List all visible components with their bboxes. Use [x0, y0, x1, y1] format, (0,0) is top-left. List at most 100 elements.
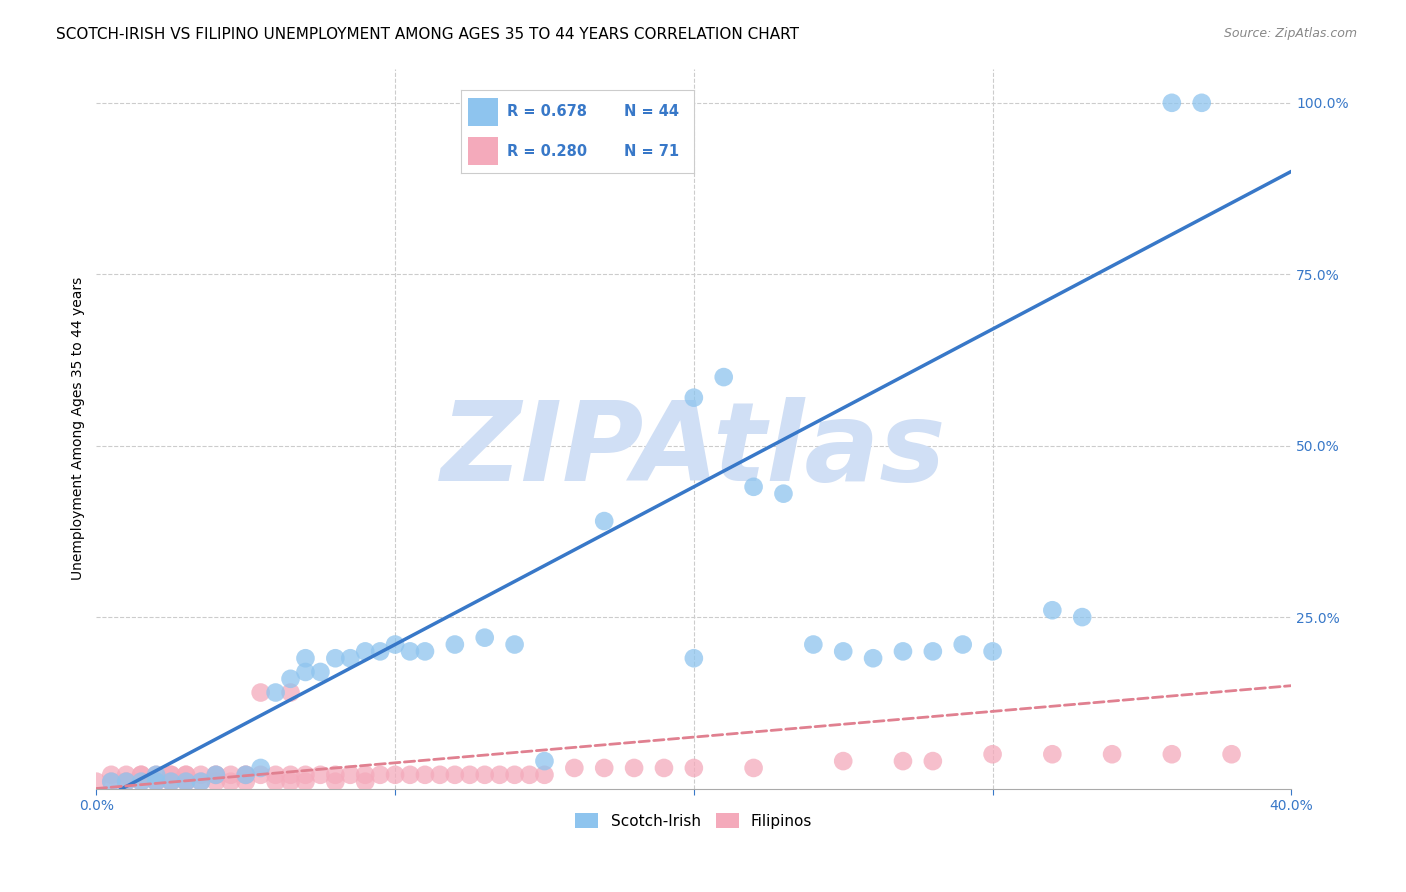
Point — [280, 685, 302, 699]
Point — [682, 391, 704, 405]
Point — [503, 768, 526, 782]
Point — [249, 761, 271, 775]
Point — [294, 651, 316, 665]
Point — [1160, 95, 1182, 110]
Point — [190, 774, 212, 789]
Point — [862, 651, 884, 665]
Point — [160, 768, 183, 782]
Point — [86, 774, 108, 789]
Point — [519, 768, 541, 782]
Point — [444, 638, 467, 652]
Point — [294, 768, 316, 782]
Point — [339, 651, 361, 665]
Point — [623, 761, 645, 775]
Point — [1040, 747, 1063, 762]
Point — [219, 768, 242, 782]
Point — [309, 768, 332, 782]
Point — [219, 774, 242, 789]
Point — [145, 774, 167, 789]
Point — [593, 514, 616, 528]
Point — [384, 638, 406, 652]
Point — [129, 768, 152, 782]
Point — [368, 768, 391, 782]
Legend: Scotch-Irish, Filipinos: Scotch-Irish, Filipinos — [569, 806, 818, 835]
Point — [503, 638, 526, 652]
Point — [652, 761, 675, 775]
Point — [115, 774, 138, 789]
Point — [429, 768, 451, 782]
Point — [713, 370, 735, 384]
Point — [205, 768, 228, 782]
Text: SCOTCH-IRISH VS FILIPINO UNEMPLOYMENT AMONG AGES 35 TO 44 YEARS CORRELATION CHAR: SCOTCH-IRISH VS FILIPINO UNEMPLOYMENT AM… — [56, 27, 799, 42]
Point — [742, 480, 765, 494]
Point — [533, 754, 555, 768]
Point — [205, 774, 228, 789]
Point — [354, 768, 377, 782]
Point — [174, 768, 197, 782]
Point — [294, 774, 316, 789]
Point — [981, 747, 1004, 762]
Point — [264, 774, 287, 789]
Point — [235, 774, 257, 789]
Point — [160, 774, 183, 789]
Point — [115, 768, 138, 782]
Point — [115, 774, 138, 789]
Point — [1220, 747, 1243, 762]
Point — [100, 774, 122, 789]
Point — [891, 644, 914, 658]
Point — [801, 638, 824, 652]
Point — [891, 754, 914, 768]
Point — [205, 768, 228, 782]
Point — [280, 768, 302, 782]
Point — [354, 774, 377, 789]
Point — [533, 768, 555, 782]
Point — [832, 754, 855, 768]
Point — [1040, 603, 1063, 617]
Point — [190, 774, 212, 789]
Point — [325, 768, 347, 782]
Point — [474, 631, 496, 645]
Point — [280, 774, 302, 789]
Point — [235, 768, 257, 782]
Point — [145, 774, 167, 789]
Point — [458, 768, 481, 782]
Point — [160, 768, 183, 782]
Point — [249, 685, 271, 699]
Point — [413, 644, 436, 658]
Point — [682, 761, 704, 775]
Point — [399, 644, 422, 658]
Point — [115, 774, 138, 789]
Point — [174, 774, 197, 789]
Point — [280, 672, 302, 686]
Point — [832, 644, 855, 658]
Point — [145, 768, 167, 782]
Point — [174, 774, 197, 789]
Point — [1071, 610, 1094, 624]
Point — [368, 644, 391, 658]
Point — [160, 774, 183, 789]
Point — [264, 768, 287, 782]
Text: Source: ZipAtlas.com: Source: ZipAtlas.com — [1223, 27, 1357, 40]
Point — [205, 768, 228, 782]
Point — [339, 768, 361, 782]
Point — [593, 761, 616, 775]
Point — [921, 644, 943, 658]
Point — [921, 754, 943, 768]
Point — [354, 644, 377, 658]
Point — [100, 774, 122, 789]
Y-axis label: Unemployment Among Ages 35 to 44 years: Unemployment Among Ages 35 to 44 years — [72, 277, 86, 580]
Point — [235, 768, 257, 782]
Point — [1191, 95, 1213, 110]
Point — [1101, 747, 1123, 762]
Point — [562, 761, 585, 775]
Point — [100, 768, 122, 782]
Point — [444, 768, 467, 782]
Point — [488, 768, 510, 782]
Point — [129, 774, 152, 789]
Point — [1160, 747, 1182, 762]
Point — [772, 486, 794, 500]
Point — [294, 665, 316, 679]
Point — [413, 768, 436, 782]
Point — [981, 644, 1004, 658]
Point — [145, 774, 167, 789]
